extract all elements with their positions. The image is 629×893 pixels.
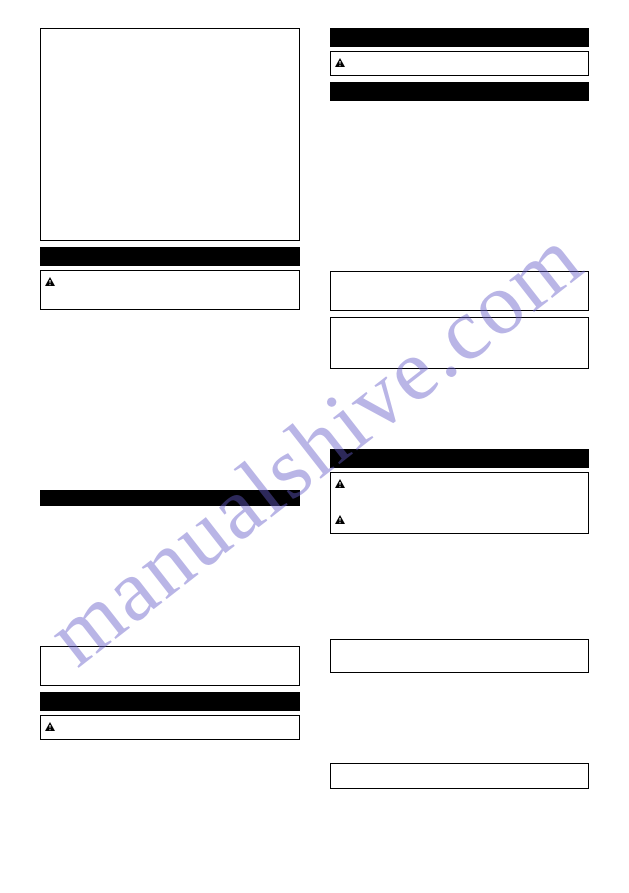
right-column <box>330 28 590 789</box>
left-section-header-bar <box>40 692 300 711</box>
left-column <box>40 28 300 789</box>
right-gap <box>330 369 590 449</box>
warning-icon <box>45 277 55 287</box>
right-warning-box <box>330 472 590 534</box>
right-section-header-bar <box>330 82 590 101</box>
right-content-box <box>330 271 590 311</box>
right-section-header-bar <box>330 449 590 468</box>
warning-icon-wrapper <box>45 719 295 737</box>
left-gap <box>40 506 300 646</box>
left-warning-box <box>40 270 300 310</box>
warning-icon-wrapper <box>335 476 585 494</box>
right-content-box <box>330 639 590 673</box>
left-warning-box <box>40 715 300 740</box>
left-section-header-bar <box>40 490 300 506</box>
warning-icon <box>335 58 345 68</box>
warning-icon-wrapper <box>335 512 585 530</box>
two-column-layout <box>40 28 589 789</box>
right-gap <box>330 534 590 639</box>
left-content-box <box>40 28 300 241</box>
right-gap <box>330 673 590 763</box>
left-content-box <box>40 646 300 686</box>
right-content-box <box>330 763 590 789</box>
warning-icon <box>335 515 345 525</box>
warning-icon <box>335 479 345 489</box>
warning-icon <box>45 722 55 732</box>
right-warning-box <box>330 51 590 76</box>
right-content-box <box>330 317 590 369</box>
left-gap <box>40 310 300 490</box>
warning-icon-wrapper <box>45 274 295 292</box>
warning-icon-wrapper <box>335 55 585 73</box>
right-gap <box>330 101 590 271</box>
left-section-header-bar <box>40 247 300 266</box>
right-section-header-bar <box>330 28 590 47</box>
